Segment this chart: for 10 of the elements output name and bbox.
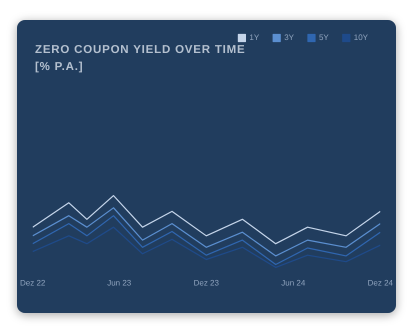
legend-label: 10Y <box>354 33 369 42</box>
legend-label: 1Y <box>249 33 260 42</box>
x-tick-label: Jun 24 <box>281 278 306 288</box>
x-tick-label: Dez 22 <box>20 278 46 288</box>
legend-label: 5Y <box>318 33 330 42</box>
x-tick-label: Dez 23 <box>194 278 220 288</box>
x-tick-label: Dez 24 <box>368 278 394 288</box>
x-tick-label: Jun 23 <box>107 278 132 288</box>
legend-label: 3Y <box>284 33 295 42</box>
chart-title: ZERO COUPON YIELD OVER TIME [% P.A.] <box>35 43 247 75</box>
